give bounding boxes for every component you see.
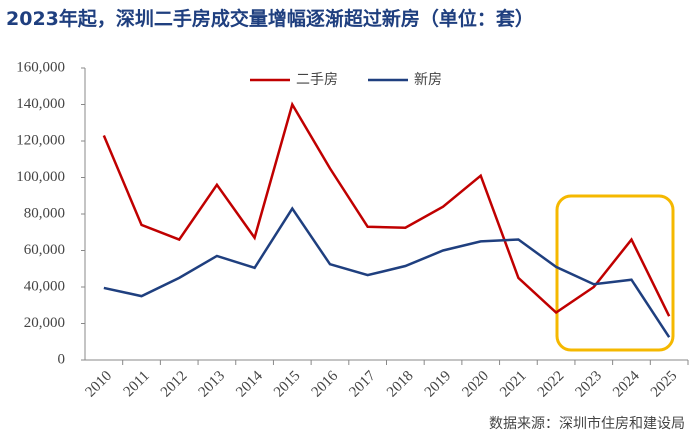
- y-tick-label: 60,000: [24, 242, 65, 258]
- legend-label: 二手房: [296, 72, 338, 88]
- y-tick-label: 140,000: [16, 96, 65, 112]
- x-tick-label: 2023: [573, 368, 606, 401]
- highlight-box: [555, 194, 675, 352]
- y-tick-label: 0: [58, 351, 66, 367]
- y-tick-label: 120,000: [16, 132, 65, 148]
- x-tick-label: 2012: [158, 368, 191, 401]
- x-tick-label: 2013: [196, 368, 229, 401]
- x-tick-label: 2018: [384, 368, 417, 401]
- series-line: [103, 206, 671, 338]
- x-tick-label: 2022: [535, 368, 568, 401]
- x-tick-label: 2025: [648, 368, 681, 401]
- x-tick-label: 2020: [459, 368, 492, 401]
- x-tick-label: 2017: [346, 368, 379, 401]
- chart-title: 2023年起，深圳二手房成交量增幅逐渐超过新房（单位：套）: [6, 8, 534, 30]
- x-tick-label: 2024: [610, 368, 643, 401]
- y-tick-label: 20,000: [24, 315, 65, 331]
- x-tick-label: 2016: [309, 368, 342, 401]
- x-tick-label: 2015: [271, 368, 304, 401]
- series-line: [102, 101, 671, 317]
- x-tick-label: 2019: [422, 368, 455, 401]
- y-tick-label: 160,000: [16, 59, 65, 75]
- x-tick-label: 2011: [121, 368, 153, 400]
- x-tick-label: 2014: [233, 368, 266, 401]
- y-tick-label: 40,000: [24, 278, 65, 294]
- source-note: 数据来源：深圳市住房和建设局: [489, 415, 685, 432]
- x-tick-label: 2010: [83, 368, 116, 401]
- legend-label: 新房: [414, 72, 442, 88]
- y-tick-label: 100,000: [16, 169, 65, 185]
- x-tick-label: 2021: [497, 368, 530, 401]
- y-tick-label: 80,000: [24, 205, 65, 221]
